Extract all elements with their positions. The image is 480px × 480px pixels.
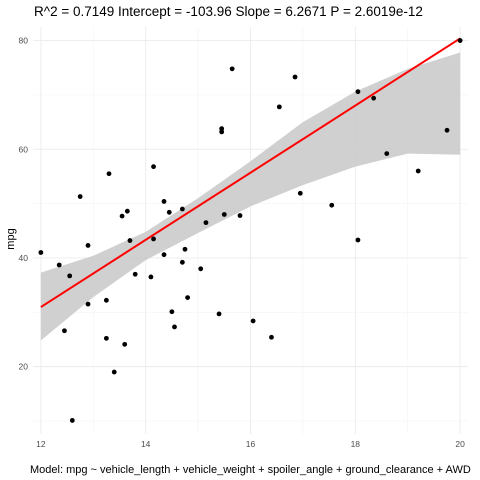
- y-tick-label: 60: [19, 144, 29, 154]
- x-tick-label: 18: [351, 439, 361, 449]
- data-point: [371, 95, 377, 101]
- data-point: [182, 246, 188, 252]
- regression-line-layer: [40, 37, 461, 308]
- data-points: [38, 38, 463, 423]
- data-point: [185, 295, 191, 301]
- data-point: [77, 194, 83, 199]
- data-point: [179, 206, 185, 212]
- data-point: [355, 89, 361, 95]
- data-point: [111, 369, 117, 375]
- data-point: [198, 266, 204, 272]
- data-point: [444, 127, 450, 133]
- data-point: [103, 297, 109, 303]
- y-axis-title: mpg: [5, 228, 17, 249]
- data-point: [161, 252, 167, 258]
- data-point: [132, 271, 138, 277]
- data-point: [329, 202, 335, 208]
- data-point: [122, 341, 128, 347]
- data-point: [166, 209, 172, 215]
- data-point: [161, 199, 167, 204]
- data-point: [56, 262, 62, 268]
- data-point: [216, 311, 222, 317]
- data-point: [103, 335, 109, 341]
- data-point: [384, 151, 390, 157]
- data-point: [203, 220, 209, 226]
- data-point: [297, 190, 303, 196]
- data-point: [237, 213, 243, 218]
- data-point: [38, 250, 44, 255]
- regression-line: [40, 37, 461, 308]
- x-tick-label: 14: [141, 439, 151, 449]
- data-point: [69, 418, 75, 423]
- x-axis-tick-labels: 12 14 16 18 20: [36, 439, 465, 449]
- confidence-band-layer: [40, 52, 461, 341]
- x-tick-label: 16: [246, 439, 256, 449]
- data-point: [179, 259, 185, 265]
- data-point: [127, 238, 133, 243]
- data-point: [221, 212, 227, 217]
- data-point: [269, 334, 274, 340]
- data-point: [148, 274, 154, 280]
- data-point: [151, 236, 156, 242]
- chart-caption: Model: mpg ~ vehicle_length + vehicle_we…: [30, 464, 471, 476]
- data-point: [415, 168, 421, 174]
- x-tick-label: 20: [455, 439, 465, 449]
- confidence-band: [40, 52, 461, 341]
- data-point: [229, 66, 235, 72]
- data-point: [219, 126, 225, 132]
- y-tick-label: 20: [19, 362, 29, 372]
- data-point: [85, 301, 91, 307]
- y-tick-label: 40: [19, 253, 29, 263]
- data-point: [276, 104, 282, 110]
- data-point: [119, 213, 125, 219]
- data-point: [169, 309, 175, 315]
- x-tick-label: 12: [36, 439, 46, 449]
- data-point: [292, 74, 298, 80]
- data-point: [62, 328, 67, 334]
- data-point: [250, 318, 256, 324]
- data-point: [124, 208, 130, 214]
- data-point: [85, 243, 91, 248]
- data-point: [457, 38, 463, 43]
- y-tick-label: 80: [19, 36, 29, 46]
- chart-title: R^2 = 0.7149 Intercept = -103.96 Slope =…: [34, 4, 423, 19]
- data-point: [172, 324, 177, 330]
- data-point: [355, 237, 361, 243]
- data-point: [106, 171, 112, 177]
- y-axis-tick-labels: 20 40 60 80: [19, 36, 29, 372]
- data-point: [151, 164, 156, 170]
- data-point: [67, 273, 73, 279]
